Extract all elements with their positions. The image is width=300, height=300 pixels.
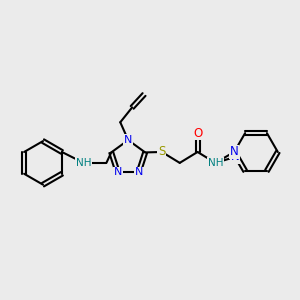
Text: N: N	[230, 146, 239, 158]
Text: N: N	[124, 135, 132, 145]
Text: N: N	[113, 167, 122, 177]
Text: N: N	[134, 167, 143, 177]
Text: N: N	[231, 150, 240, 164]
Text: O: O	[193, 127, 202, 140]
Text: NH: NH	[208, 158, 223, 168]
Text: NH: NH	[76, 158, 92, 168]
Text: S: S	[158, 146, 166, 158]
